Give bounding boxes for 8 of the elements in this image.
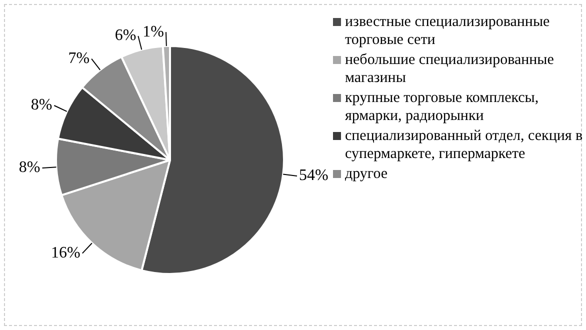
- data-label: 6%: [114, 27, 136, 44]
- data-label: 16%: [51, 244, 80, 262]
- legend-label: другое: [345, 165, 388, 183]
- data-label: 8%: [18, 159, 40, 176]
- data-label: 8%: [30, 96, 52, 114]
- data-label: 7%: [68, 50, 90, 68]
- data-label: 54%: [298, 167, 328, 184]
- data-label: 1%: [142, 23, 164, 40]
